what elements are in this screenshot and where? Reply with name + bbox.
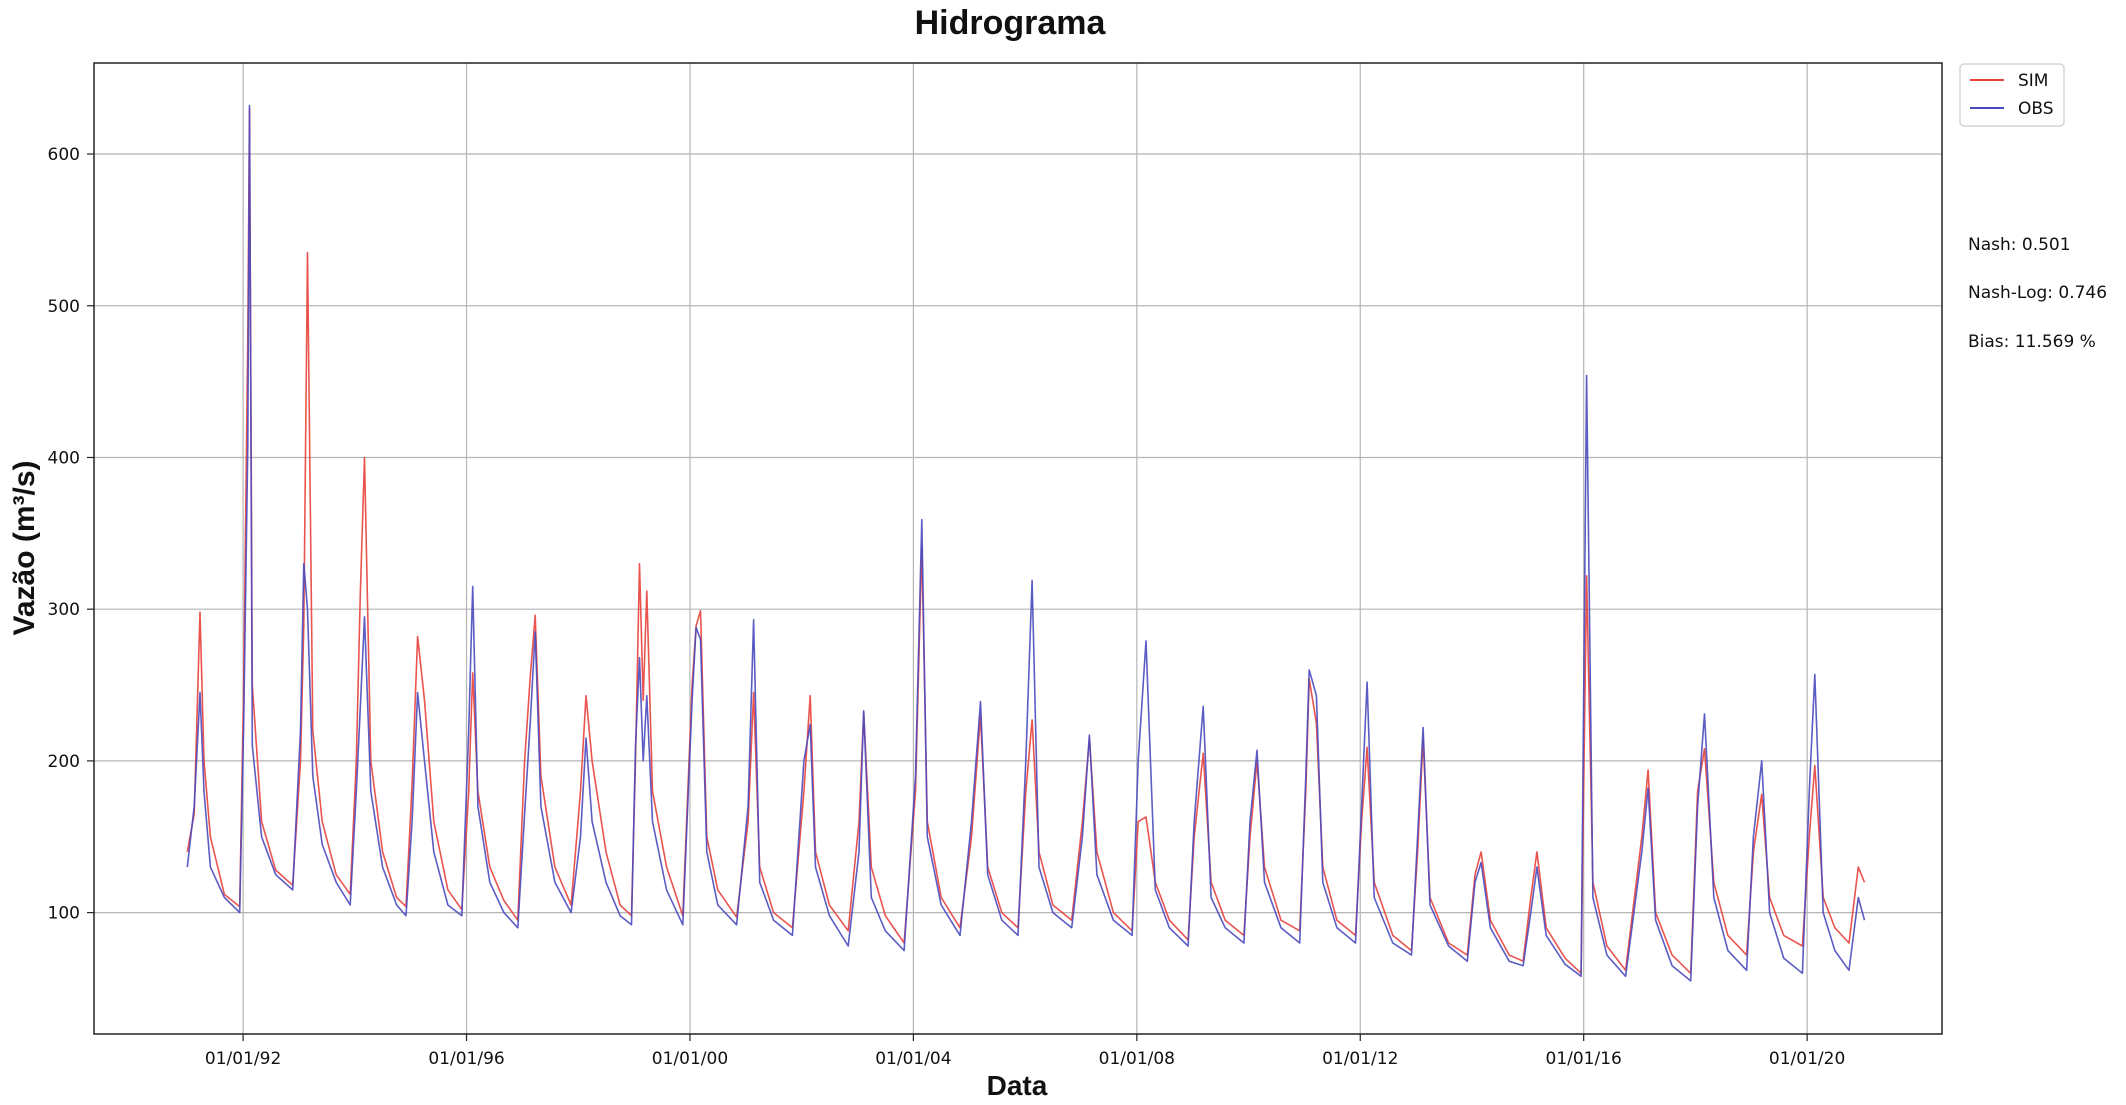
x-tick-label: 01/01/20 <box>1769 1049 1845 1069</box>
x-tick-label: 01/01/96 <box>428 1049 504 1069</box>
x-tick-label: 01/01/00 <box>652 1049 728 1069</box>
bias-annotation: Bias: 11.569 % <box>1968 332 2096 352</box>
plot-frame <box>93 62 1943 1035</box>
series-sim-line <box>186 107 1866 975</box>
legend-obs-label: OBS <box>2018 99 2054 119</box>
legend: SIM OBS <box>1959 63 2065 127</box>
x-tick-label: 01/01/92 <box>205 1049 281 1069</box>
y-tick-label: 400 <box>48 448 80 468</box>
x-axis-label: Data <box>987 1070 1048 1101</box>
series-obs-line <box>186 104 1866 982</box>
y-axis-ticks: 100 200 300 400 500 600 <box>48 145 94 924</box>
chart-title: Hidrograma <box>915 4 1107 42</box>
nash-log-annotation: Nash-Log: 0.746 <box>1968 283 2107 303</box>
legend-sim-label: SIM <box>2018 71 2048 91</box>
y-tick-label: 100 <box>48 904 80 924</box>
nash-annotation: Nash: 0.501 <box>1968 235 2071 255</box>
series-layer <box>186 104 1866 982</box>
y-tick-label: 600 <box>48 145 80 165</box>
x-tick-label: 01/01/08 <box>1099 1049 1175 1069</box>
y-tick-label: 200 <box>48 752 80 772</box>
x-tick-label: 01/01/16 <box>1546 1049 1622 1069</box>
y-axis-label: Vazão (m³/s) <box>8 460 41 635</box>
x-axis-ticks: 01/01/92 01/01/96 01/01/00 01/01/04 01/01/08… <box>205 1034 1845 1069</box>
y-tick-label: 300 <box>48 600 80 620</box>
x-tick-label: 01/01/12 <box>1322 1049 1398 1069</box>
y-tick-label: 500 <box>48 297 80 317</box>
x-tick-label: 01/01/04 <box>875 1049 951 1069</box>
grid-lines <box>94 63 1942 1034</box>
